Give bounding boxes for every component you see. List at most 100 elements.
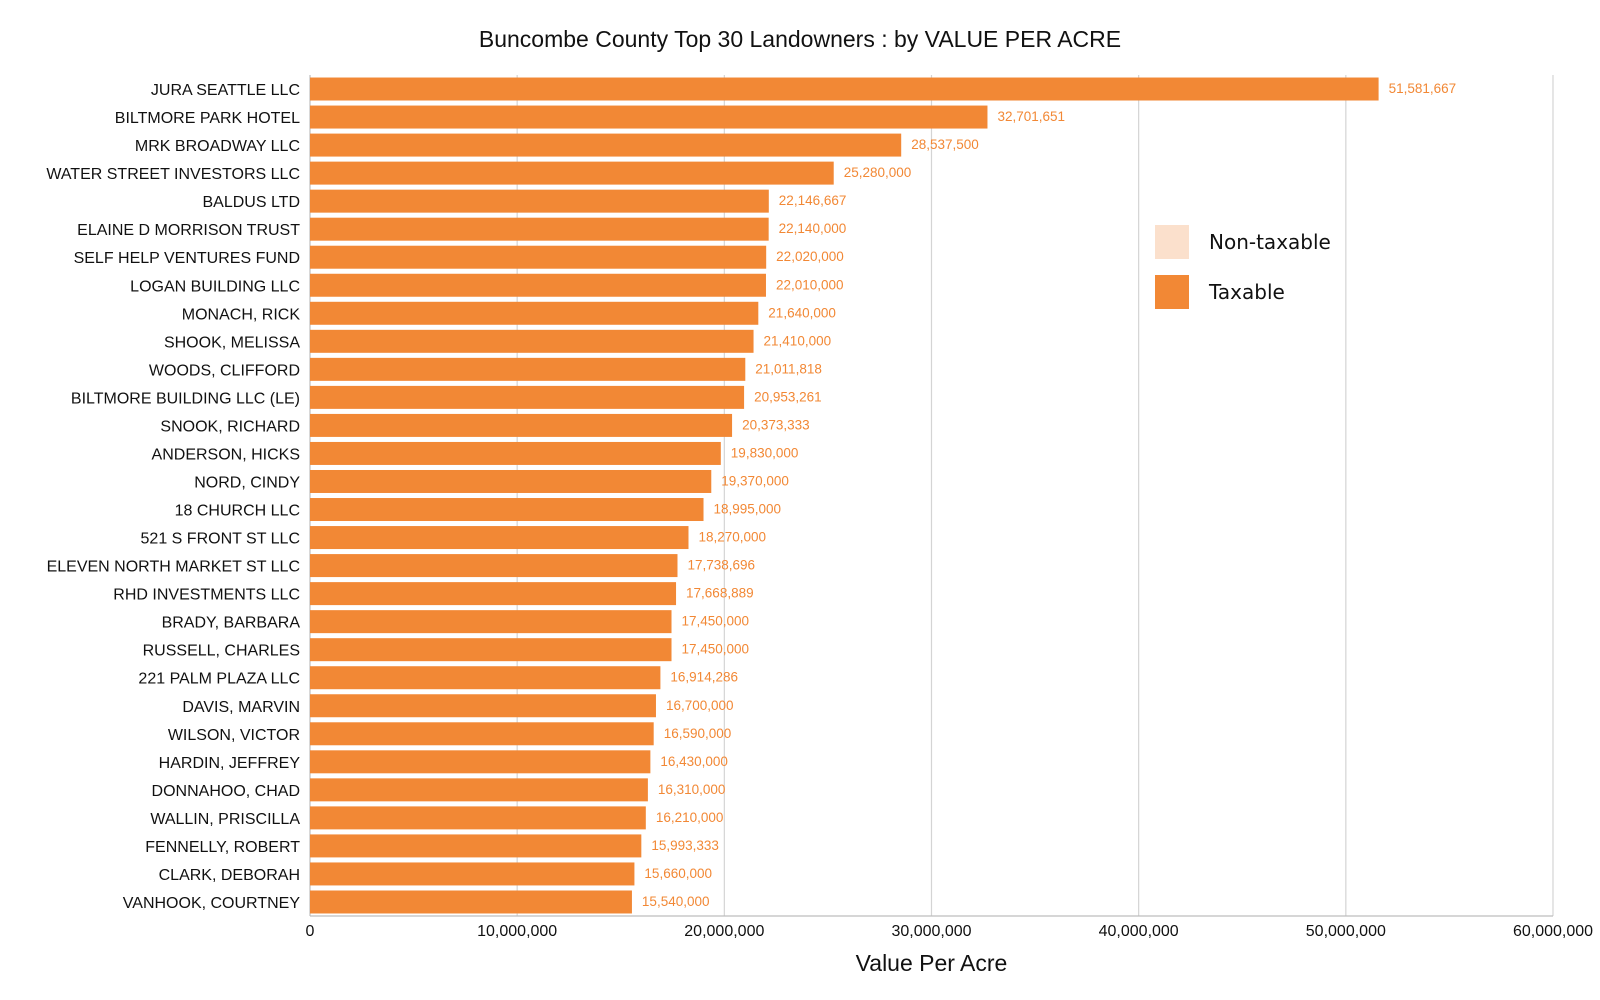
bar: [310, 694, 656, 718]
x-axis-title: Value Per Acre: [855, 950, 1008, 976]
data-label: 19,830,000: [731, 445, 799, 460]
data-label: 22,140,000: [779, 221, 847, 236]
data-label: 17,668,889: [686, 586, 754, 601]
bar: [310, 638, 672, 662]
data-label: 18,995,000: [714, 502, 782, 517]
bar: [310, 441, 721, 465]
bar: [310, 610, 672, 634]
y-tick-label: ANDERSON, HICKS: [152, 446, 300, 463]
bar: [310, 357, 746, 381]
y-tick-label: VANHOOK, COURTNEY: [123, 895, 301, 912]
x-tick-label: 40,000,000: [1099, 923, 1179, 940]
legend: Non-taxable Taxable: [1155, 225, 1331, 325]
y-tick-label: BILTMORE PARK HOTEL: [115, 110, 300, 127]
y-tick-label: SHOOK, MELISSA: [164, 334, 300, 351]
bar: [310, 189, 769, 213]
bar: [310, 469, 712, 493]
bar: [310, 161, 834, 185]
y-tick-label: WALLIN, PRISCILLA: [150, 811, 300, 828]
data-label: 20,373,333: [742, 417, 810, 432]
y-tick-label: WILSON, VICTOR: [168, 727, 300, 744]
data-label: 17,450,000: [682, 614, 750, 629]
bar: [310, 105, 988, 129]
data-label: 18,270,000: [698, 530, 766, 545]
data-label: 17,450,000: [682, 642, 750, 657]
y-tick-label: RUSSELL, CHARLES: [143, 643, 300, 660]
data-label: 19,370,000: [721, 473, 789, 488]
data-label: 15,993,333: [651, 838, 719, 853]
bar: [310, 890, 632, 914]
x-tick-label: 50,000,000: [1306, 923, 1386, 940]
data-label: 16,914,286: [670, 670, 738, 685]
bar: [310, 806, 646, 830]
legend-label-taxable: Taxable: [1209, 280, 1285, 304]
data-label: 22,020,000: [776, 249, 844, 264]
legend-label-non-taxable: Non-taxable: [1209, 230, 1331, 254]
y-tick-label: BRADY, BARBARA: [162, 615, 301, 632]
bar: [310, 862, 635, 886]
y-tick-label: BILTMORE BUILDING LLC (LE): [71, 390, 300, 407]
y-tick-label: ELAINE D MORRISON TRUST: [77, 222, 300, 239]
data-label: 17,738,696: [687, 558, 755, 573]
y-tick-label: MRK BROADWAY LLC: [135, 138, 300, 155]
bar: [310, 498, 704, 522]
data-label: 22,010,000: [776, 277, 844, 292]
legend-item-non-taxable: Non-taxable: [1155, 225, 1331, 259]
legend-swatch-non-taxable: [1155, 225, 1189, 259]
y-tick-label: FENNELLY, ROBERT: [145, 839, 300, 856]
bar: [310, 385, 745, 409]
y-tick-label: SELF HELP VENTURES FUND: [74, 250, 300, 267]
bar: [310, 554, 678, 578]
y-tick-label: DONNAHOO, CHAD: [152, 783, 300, 800]
bar: [310, 217, 769, 241]
y-tick-label: NORD, CINDY: [194, 474, 300, 491]
bar: [310, 245, 767, 269]
bar: [310, 750, 651, 774]
bar: [310, 413, 733, 437]
x-tick-label: 60,000,000: [1513, 923, 1593, 940]
chart-title: Buncombe County Top 30 Landowners : by V…: [478, 26, 1122, 52]
y-tick-label: RHD INVESTMENTS LLC: [113, 587, 300, 604]
legend-item-taxable: Taxable: [1155, 275, 1331, 309]
data-label: 20,953,261: [754, 389, 822, 404]
y-tick-label: MONACH, RICK: [182, 306, 301, 323]
y-tick-label: 221 PALM PLAZA LLC: [138, 671, 300, 688]
y-tick-label: JURA SEATTLE LLC: [151, 82, 300, 99]
data-label: 21,011,818: [755, 361, 822, 376]
bar: [310, 77, 1379, 101]
y-tick-label: LOGAN BUILDING LLC: [130, 278, 300, 295]
y-tick-label: WOODS, CLIFFORD: [149, 362, 300, 379]
bar: [310, 778, 648, 802]
bar: [310, 273, 766, 297]
data-label: 15,660,000: [644, 866, 712, 881]
data-label: 22,146,667: [779, 193, 847, 208]
data-label: 16,210,000: [656, 810, 724, 825]
x-tick-label: 20,000,000: [684, 923, 764, 940]
legend-swatch-taxable: [1155, 275, 1189, 309]
data-label: 32,701,651: [997, 109, 1065, 124]
data-label: 16,700,000: [666, 698, 734, 713]
bar: [310, 834, 642, 858]
bar: [310, 301, 759, 325]
y-tick-label: DAVIS, MARVIN: [182, 699, 300, 716]
bar: [310, 526, 689, 550]
x-tick-label: 0: [306, 923, 315, 940]
data-label: 16,430,000: [660, 754, 728, 769]
y-tick-label: 521 S FRONT ST LLC: [141, 531, 300, 548]
bar: [310, 722, 654, 746]
data-label: 21,410,000: [764, 333, 832, 348]
bar: [310, 329, 754, 353]
data-label: 21,640,000: [768, 305, 836, 320]
y-tick-label: 18 CHURCH LLC: [175, 503, 300, 520]
data-label: 25,280,000: [844, 165, 912, 180]
y-tick-label: WATER STREET INVESTORS LLC: [46, 166, 300, 183]
bar: [310, 133, 902, 157]
y-tick-label: ELEVEN NORTH MARKET ST LLC: [47, 559, 300, 576]
y-tick-label: CLARK, DEBORAH: [159, 867, 300, 884]
x-tick-label: 30,000,000: [891, 923, 971, 940]
bar: [310, 582, 677, 606]
y-tick-label: BALDUS LTD: [202, 194, 300, 211]
data-label: 16,590,000: [664, 726, 732, 741]
data-label: 16,310,000: [658, 782, 726, 797]
